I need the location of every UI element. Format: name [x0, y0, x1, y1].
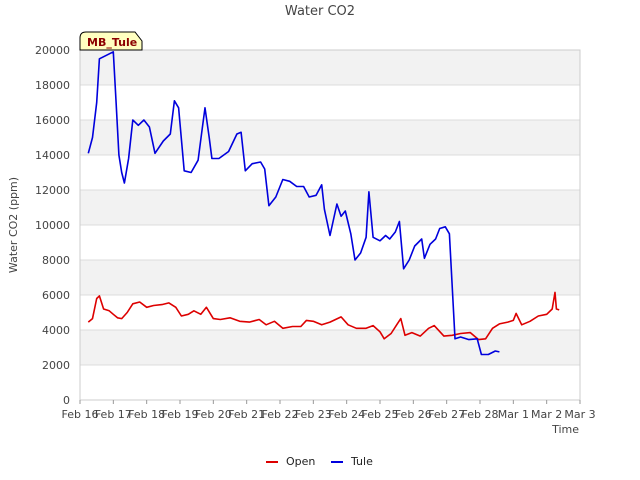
x-tick-label: Feb 24	[328, 408, 365, 421]
chart-title: Water CO2	[285, 4, 355, 19]
series-line-tule	[87, 51, 500, 356]
background-band	[80, 330, 580, 365]
y-tick-label: 0	[63, 394, 70, 407]
y-tick-label: 20000	[35, 44, 70, 57]
series-line-open	[87, 291, 560, 341]
x-tick-label: Feb 21	[228, 408, 265, 421]
y-tick-label: 16000	[35, 114, 70, 127]
background-band	[80, 120, 580, 155]
y-tick-label: 14000	[35, 149, 70, 162]
y-tick-label: 10000	[35, 219, 70, 232]
background-band	[80, 260, 580, 295]
plot-background-bands	[80, 50, 580, 365]
y-tick-label: 6000	[42, 289, 70, 302]
legend-label-open: Open	[286, 455, 315, 468]
x-tick-label: Feb 23	[295, 408, 332, 421]
x-tick-label: Feb 26	[395, 408, 432, 421]
x-tick-label: Feb 25	[362, 408, 399, 421]
background-band	[80, 50, 580, 85]
x-tick-label: Feb 22	[262, 408, 299, 421]
y-tick-label: 12000	[35, 184, 70, 197]
series-lines	[87, 51, 560, 356]
y-tick-label: 4000	[42, 324, 70, 337]
legend: Open Tule	[266, 455, 373, 468]
x-tick-label: Feb 27	[428, 408, 465, 421]
background-band	[80, 190, 580, 225]
x-tick-label: Feb 17	[95, 408, 132, 421]
y-axis-label: Water CO2 (ppm)	[7, 177, 20, 273]
legend-label-tule: Tule	[350, 455, 373, 468]
y-axis-ticks: 0 2000 4000 6000 8000 10000 12000 14000 16000 180…	[35, 44, 70, 407]
x-tick-label: Feb 19	[162, 408, 199, 421]
plot-frame	[79, 49, 581, 401]
y-tick-label: 18000	[35, 79, 70, 92]
x-tick-label: Mar 1	[498, 408, 529, 421]
x-tick-label: Mar 3	[564, 408, 595, 421]
x-axis-label: Time	[551, 423, 579, 436]
x-tick-label: Feb 20	[195, 408, 232, 421]
annotation-tag: MB_Tule	[79, 31, 143, 51]
annotation-box	[79, 31, 143, 51]
x-tick-label: Feb 18	[128, 408, 165, 421]
y-tick-label: 8000	[42, 254, 70, 267]
annotation-text: MB_Tule	[87, 36, 137, 49]
x-tick-label: Feb 28	[462, 408, 499, 421]
x-tick-label: Feb 16	[62, 408, 99, 421]
y-tick-label: 2000	[42, 359, 70, 372]
x-tick-label: Mar 2	[531, 408, 562, 421]
